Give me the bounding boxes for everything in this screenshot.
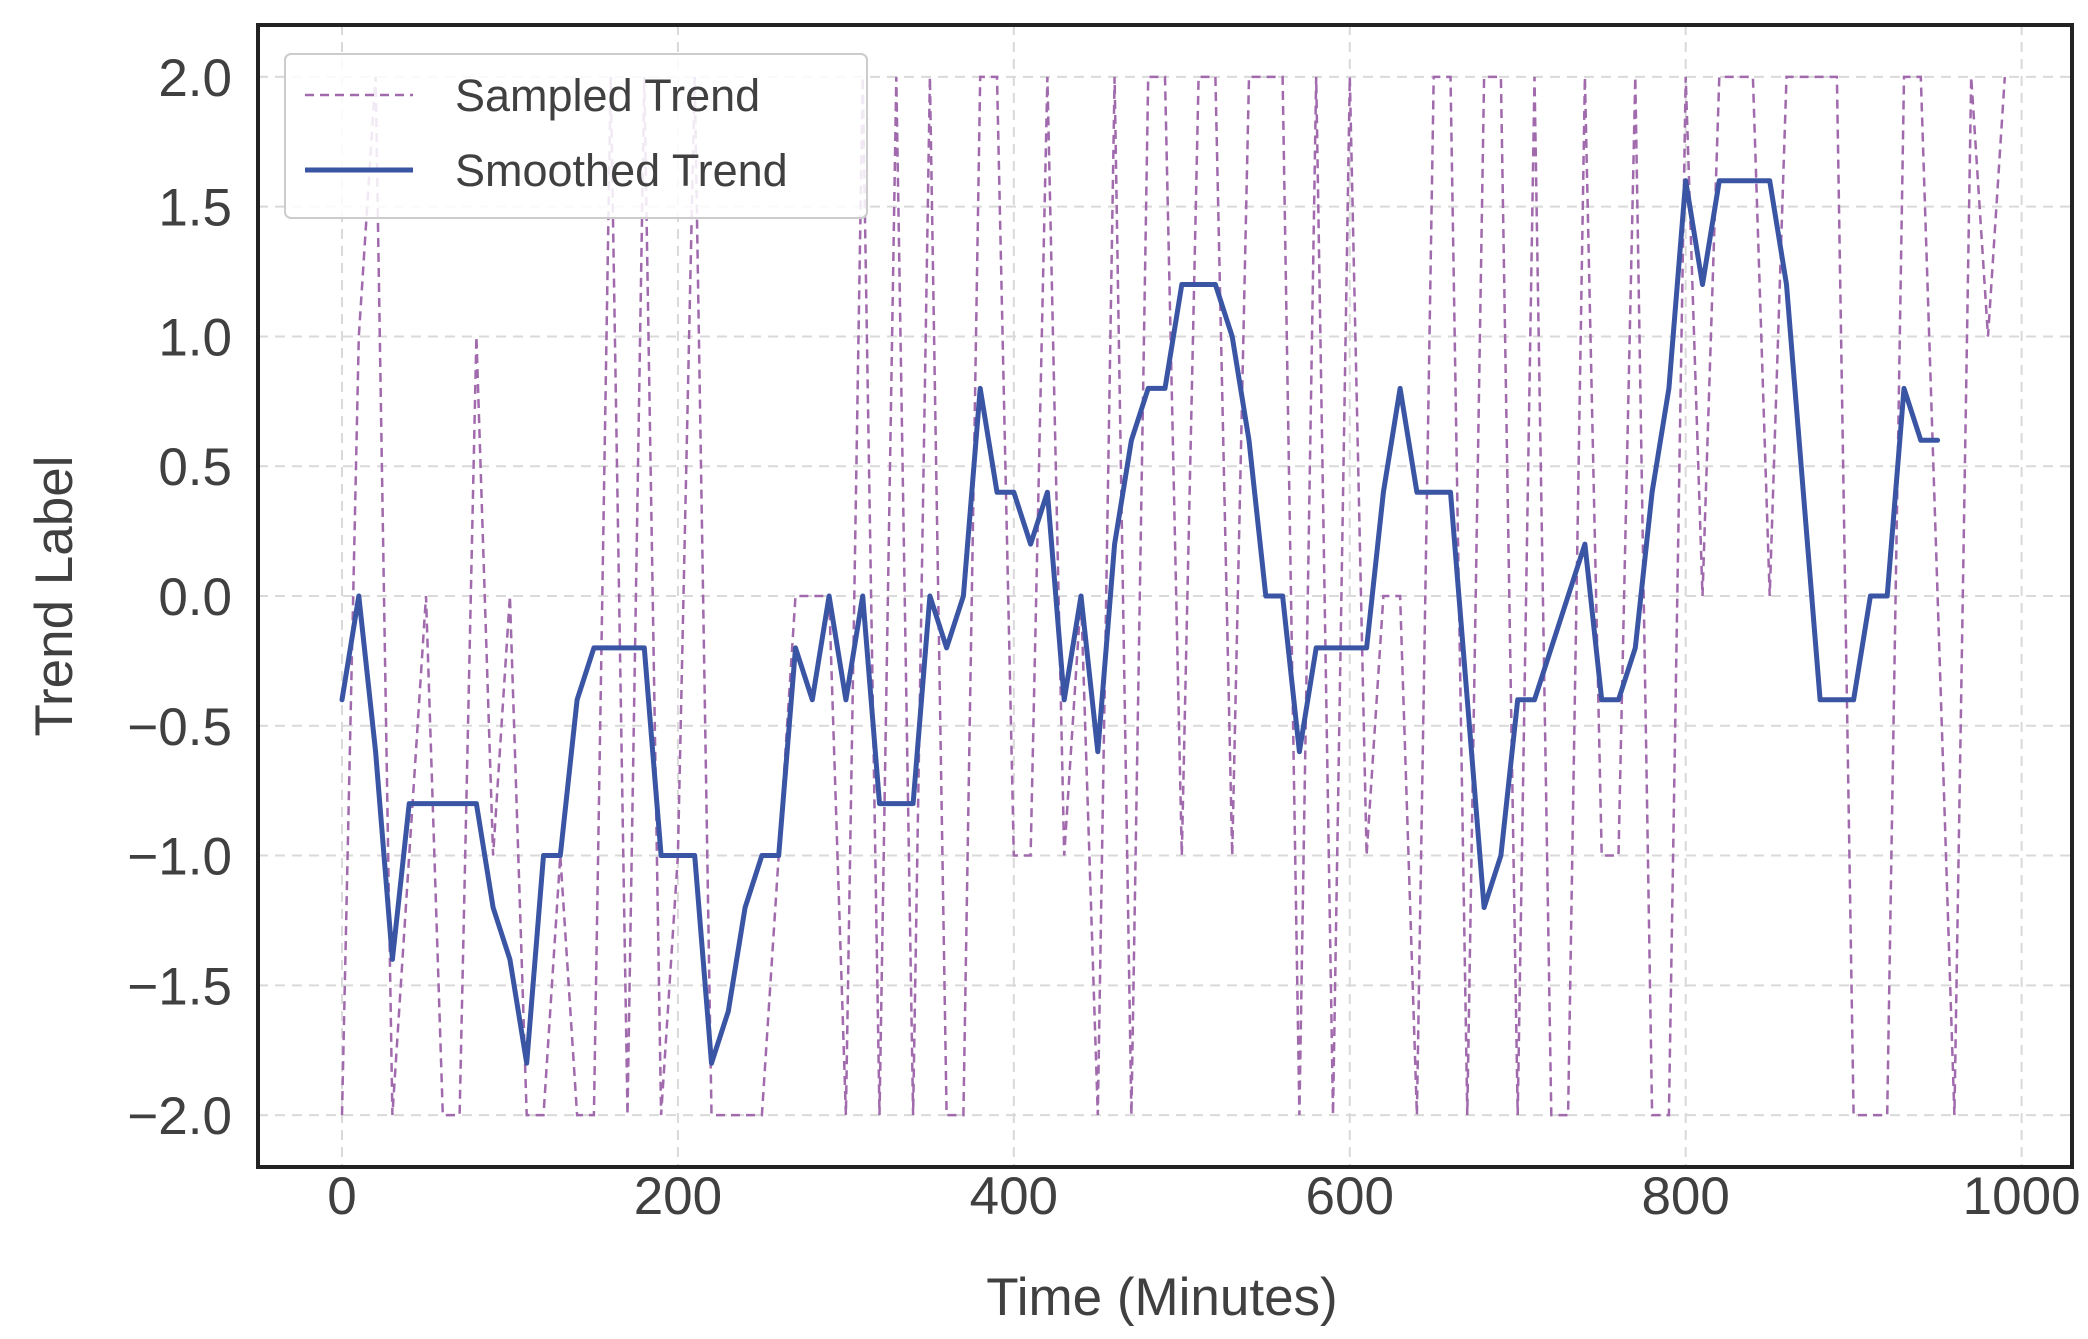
plot-frame [256,23,2074,1169]
y-tick-label: −1.0 [127,828,232,887]
y-tick-label: −2.0 [127,1087,232,1146]
y-tick-label: 1.5 [158,179,232,238]
y-axis-ticks: 2.0 1.5 1.0 0.5 0.0 −0.5 −1.0 −1.5 −2.0 [127,49,232,1146]
y-tick-label: 1.0 [158,308,232,367]
legend-sampled-label: Sampled Trend [455,70,760,121]
x-tick-label: 0 [327,1167,356,1226]
y-tick-label: 2.0 [158,49,232,108]
y-tick-label: −0.5 [127,698,232,757]
x-tick-label: 1000 [1963,1167,2081,1226]
legend-box [284,53,868,219]
x-axis-ticks: 0 200 400 600 800 1000 [327,1167,2080,1226]
smoothed-trend-line [339,178,1941,1066]
y-tick-label: 0.0 [158,568,232,627]
grid-lines [258,25,2072,1167]
x-tick-label: 800 [1641,1167,1729,1226]
series-layer [339,75,2007,1117]
x-axis-label: Time (Minutes) [986,1268,1337,1327]
x-tick-label: 200 [634,1167,722,1226]
y-axis-label: Trend Label [25,456,84,737]
legend: Sampled Trend Smoothed Trend [284,53,868,219]
x-tick-label: 600 [1306,1167,1394,1226]
x-tick-label: 400 [970,1167,1058,1226]
sampled-trend-line [340,75,2007,1117]
y-tick-label: 0.5 [158,438,232,497]
legend-smoothed-label: Smoothed Trend [455,145,788,196]
y-tick-label: −1.5 [127,957,232,1016]
